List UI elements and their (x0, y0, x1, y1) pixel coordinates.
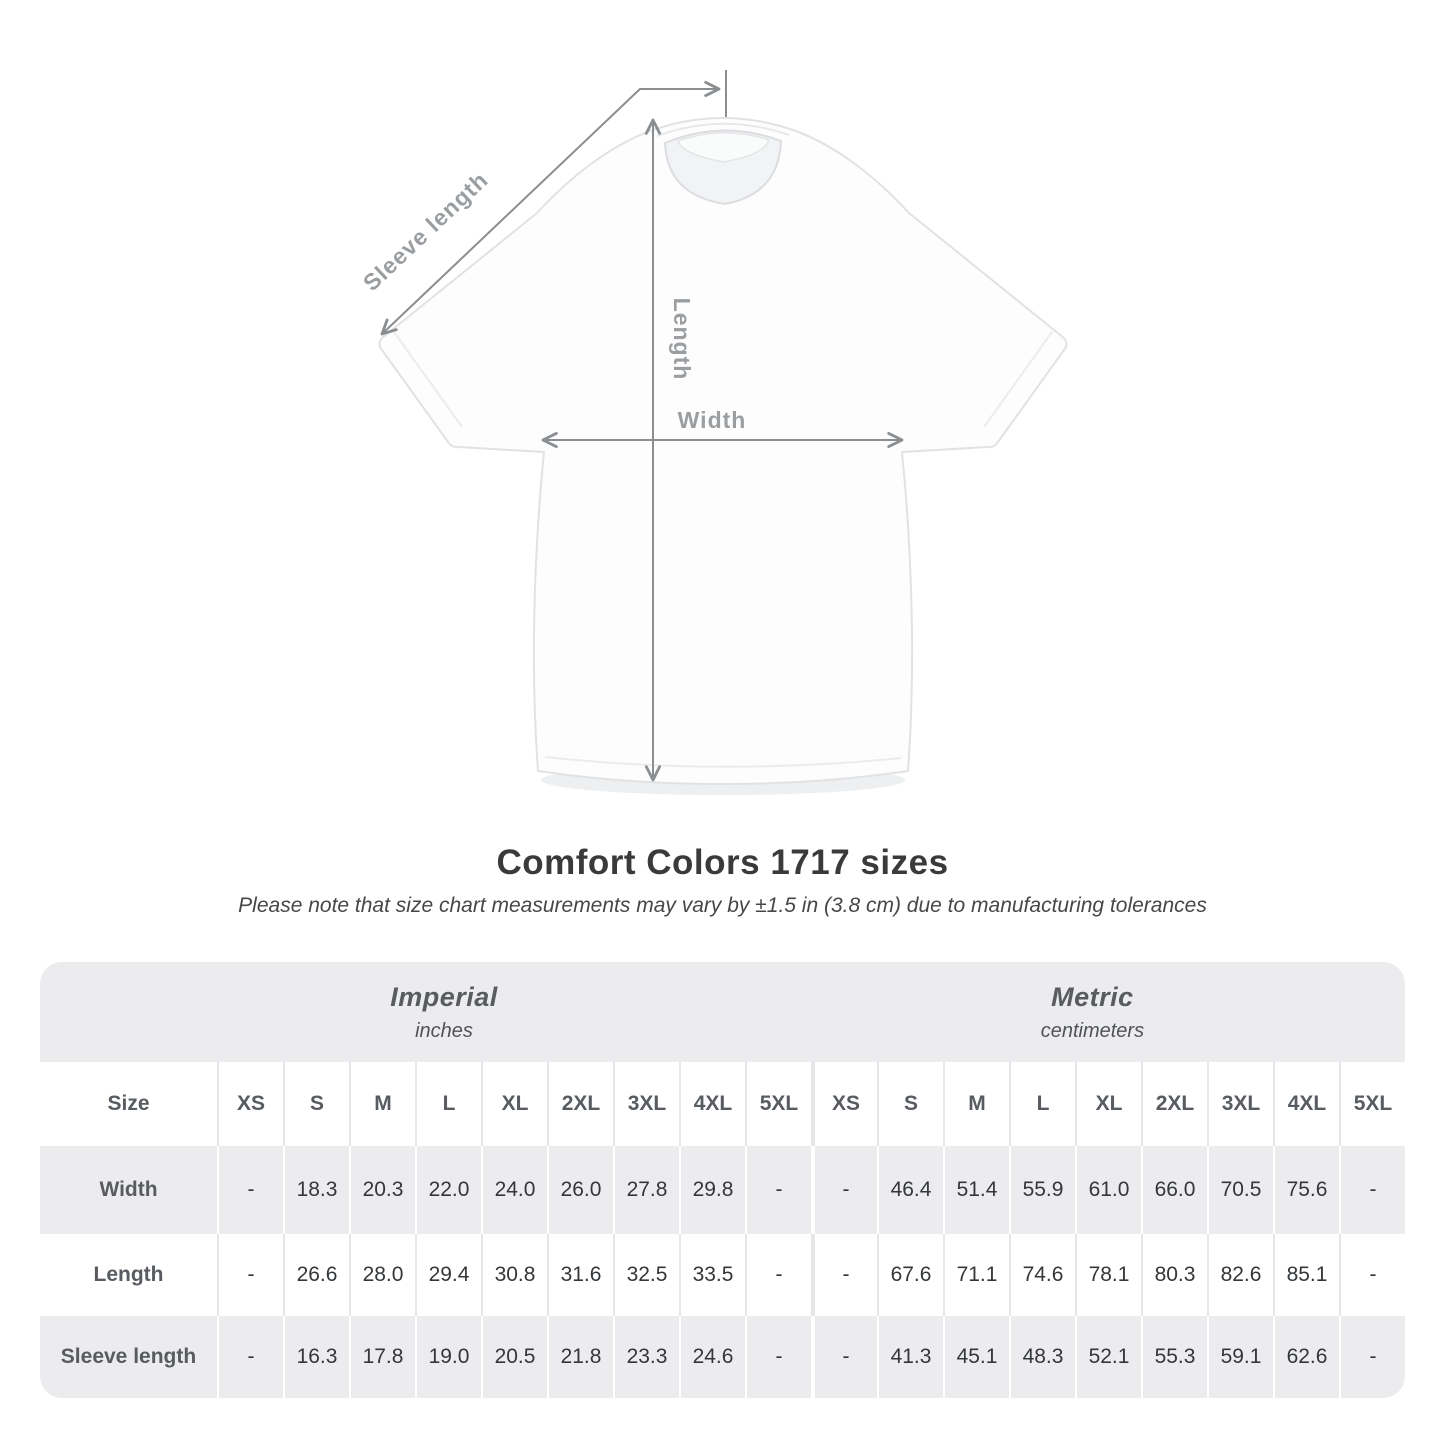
metric-heading: Metric (1051, 982, 1134, 1012)
value-cell-imperial: 26.0 (547, 1146, 613, 1234)
size-header-imperial: 2XL (547, 1062, 613, 1146)
size-header-metric: L (1009, 1062, 1075, 1146)
value-cell-metric: 85.1 (1273, 1234, 1339, 1316)
size-column-header: Size (40, 1062, 217, 1146)
value-cell-imperial: 16.3 (283, 1316, 349, 1398)
tshirt-measurement-diagram: Sleeve length Length Width (358, 70, 1068, 795)
value-cell-metric: 66.0 (1141, 1146, 1207, 1234)
page-subtitle: Please note that size chart measurements… (238, 894, 1207, 917)
value-cell-metric: 52.1 (1075, 1316, 1141, 1398)
size-header-imperial: S (283, 1062, 349, 1146)
value-cell-metric: 46.4 (877, 1146, 943, 1234)
value-cell-metric: 55.9 (1009, 1146, 1075, 1234)
size-header-imperial: 5XL (745, 1062, 811, 1146)
sleeve-length-arrow (380, 80, 721, 336)
value-cell-metric: 78.1 (1075, 1234, 1141, 1316)
value-cell-imperial: 18.3 (283, 1146, 349, 1234)
size-header-metric: S (877, 1062, 943, 1146)
size-header-metric: 2XL (1141, 1062, 1207, 1146)
value-cell-imperial: 30.8 (481, 1234, 547, 1316)
size-header-imperial: L (415, 1062, 481, 1146)
value-cell-imperial: 29.4 (415, 1234, 481, 1316)
value-cell-imperial: - (745, 1146, 811, 1234)
size-grid: Size XS S M L XL 2XL 3XL 4XL 5XL XS S M L XL 2XL 3XL 4XL 5… (40, 1062, 1405, 1398)
size-header-metric: 5XL (1339, 1062, 1405, 1146)
value-cell-imperial: 20.3 (349, 1146, 415, 1234)
value-cell-imperial: 26.6 (283, 1234, 349, 1316)
value-cell-metric: - (811, 1316, 877, 1398)
size-table: Imperial inches Metric centimeters Size X… (40, 962, 1405, 1398)
tshirt-graphic (378, 117, 1068, 785)
left-cuff-stitch (393, 331, 463, 428)
size-header-metric: XL (1075, 1062, 1141, 1146)
unit-group-metric: Metric centimeters (1041, 982, 1144, 1043)
value-cell-metric: - (811, 1234, 877, 1316)
value-cell-metric: - (811, 1146, 877, 1234)
value-cell-imperial: 31.6 (547, 1234, 613, 1316)
size-header-imperial: XS (217, 1062, 283, 1146)
value-cell-metric: 71.1 (943, 1234, 1009, 1316)
size-header-metric: XS (811, 1062, 877, 1146)
title-block: Comfort Colors 1717 sizes Please note th… (0, 843, 1445, 918)
size-header-metric: 4XL (1273, 1062, 1339, 1146)
value-cell-imperial: 29.8 (679, 1146, 745, 1234)
size-header-metric: M (943, 1062, 1009, 1146)
value-cell-metric: 67.6 (877, 1234, 943, 1316)
value-cell-metric: - (1339, 1234, 1405, 1316)
value-cell-metric: 74.6 (1009, 1234, 1075, 1316)
value-cell-metric: 51.4 (943, 1146, 1009, 1234)
value-cell-imperial: - (745, 1316, 811, 1398)
value-cell-metric: 61.0 (1075, 1146, 1141, 1234)
value-cell-metric: 45.1 (943, 1316, 1009, 1398)
metric-unit: centimeters (1040, 1020, 1145, 1042)
value-cell-metric: 41.3 (877, 1316, 943, 1398)
value-cell-imperial: 24.6 (679, 1316, 745, 1398)
value-cell-imperial: 20.5 (481, 1316, 547, 1398)
value-cell-imperial: 32.5 (613, 1234, 679, 1316)
page-title: Comfort Colors 1717 sizes (496, 843, 949, 882)
value-cell-imperial: 22.0 (415, 1146, 481, 1234)
value-cell-metric: - (1339, 1146, 1405, 1234)
value-cell-imperial: 33.5 (679, 1234, 745, 1316)
value-cell-imperial: 27.8 (613, 1146, 679, 1234)
size-header-imperial: M (349, 1062, 415, 1146)
value-cell-metric: 82.6 (1207, 1234, 1273, 1316)
row-label: Width (40, 1146, 217, 1234)
imperial-unit: inches (415, 1020, 473, 1042)
value-cell-imperial: 19.0 (415, 1316, 481, 1398)
value-cell-metric: 75.6 (1273, 1146, 1339, 1234)
value-cell-imperial: 21.8 (547, 1316, 613, 1398)
row-label: Length (40, 1234, 217, 1316)
value-cell-metric: 48.3 (1009, 1316, 1075, 1398)
size-header-metric: 3XL (1207, 1062, 1273, 1146)
right-cuff-stitch (983, 331, 1053, 428)
value-cell-imperial: - (217, 1234, 283, 1316)
hem-stitch-line (544, 756, 902, 768)
unit-group-imperial: Imperial inches (390, 982, 498, 1043)
value-cell-imperial: - (745, 1234, 811, 1316)
value-cell-metric: 70.5 (1207, 1146, 1273, 1234)
value-cell-metric: 55.3 (1141, 1316, 1207, 1398)
value-cell-imperial: 23.3 (613, 1316, 679, 1398)
value-cell-metric: 59.1 (1207, 1316, 1273, 1398)
value-cell-metric: 80.3 (1141, 1234, 1207, 1316)
value-cell-imperial: - (217, 1146, 283, 1234)
size-header-imperial: 3XL (613, 1062, 679, 1146)
table-header-band: Imperial inches Metric centimeters (40, 962, 1405, 1062)
value-cell-metric: 62.6 (1273, 1316, 1339, 1398)
imperial-heading: Imperial (390, 982, 498, 1012)
row-label: Sleeve length (40, 1316, 217, 1398)
length-label: Length (669, 298, 695, 381)
value-cell-imperial: 28.0 (349, 1234, 415, 1316)
value-cell-metric: - (1339, 1316, 1405, 1398)
value-cell-imperial: - (217, 1316, 283, 1398)
width-label: Width (678, 407, 747, 433)
value-cell-imperial: 17.8 (349, 1316, 415, 1398)
size-header-imperial: 4XL (679, 1062, 745, 1146)
size-header-imperial: XL (481, 1062, 547, 1146)
value-cell-imperial: 24.0 (481, 1146, 547, 1234)
